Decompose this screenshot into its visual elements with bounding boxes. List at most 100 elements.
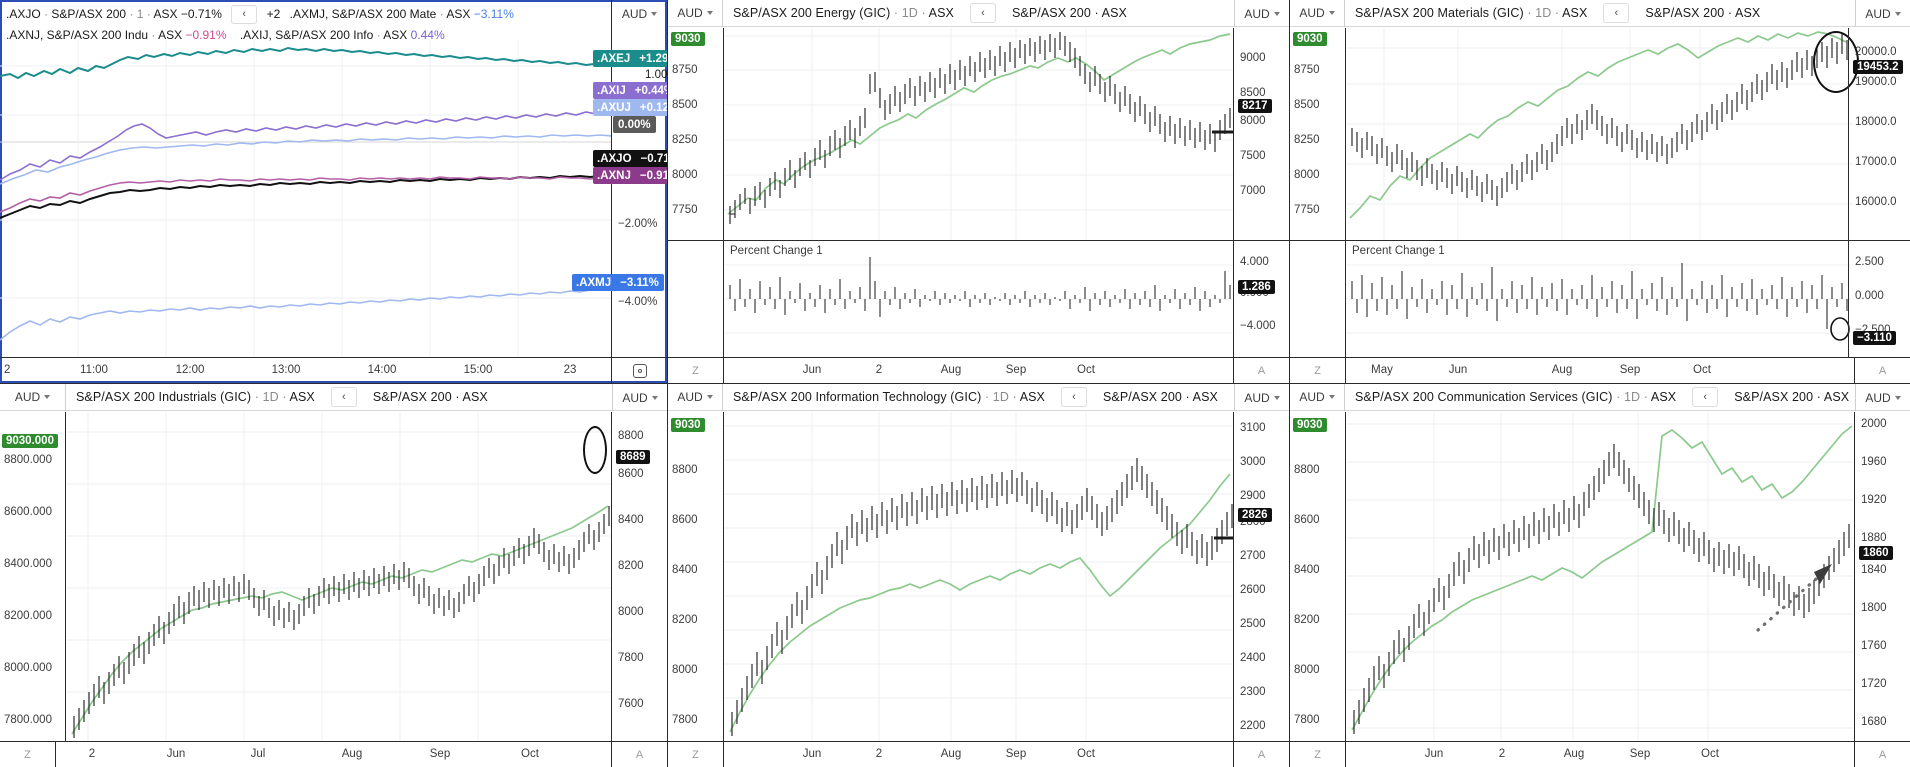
panel-asx200-intraday[interactable]: .AXJO · S&P/ASX 200 · 1 · ASX −0.71% ‹ +… [0, 0, 668, 384]
time-tick: Oct [1693, 364, 1711, 376]
compare-symbol[interactable]: S&P/ASX 200 · ASX [372, 390, 488, 404]
panel-title[interactable]: S&P/ASX 200 Communication Services (GIC)… [1355, 390, 1677, 404]
plot-area-sub[interactable] [724, 241, 1233, 356]
time-scale[interactable]: Z May Jun Aug Sep Oct A [1290, 357, 1910, 383]
price-scale-right[interactable]: 9000 8500 8217 8000 7500 7000 4.000 0.00… [1233, 28, 1289, 357]
interval[interactable]: 1 [136, 7, 144, 21]
symbol-axjo[interactable]: .AXJO [6, 7, 41, 21]
auto-scale-button[interactable]: A [611, 742, 667, 767]
time-scale[interactable]: Z Jun 2 Aug Sep Oct A [1290, 741, 1910, 767]
prev-symbol-button[interactable]: ‹ [330, 387, 357, 407]
panel-materials[interactable]: AUD S&P/ASX 200 Materials (GIC) · 1D · A… [1290, 0, 1910, 384]
currency-selector-right[interactable]: AUD [1855, 384, 1910, 411]
prev-symbol-button[interactable]: ‹ [1692, 387, 1719, 407]
zoom-corner-button[interactable]: Z [1290, 358, 1346, 383]
ellipse-annotation[interactable] [583, 426, 607, 474]
currency-selector-right[interactable]: AUD [1234, 0, 1289, 27]
plot-area-main[interactable] [724, 28, 1233, 240]
currency-selector-right[interactable]: AUD [1234, 384, 1289, 411]
prev-symbol-button[interactable]: ‹ [1603, 3, 1630, 23]
chip-symbol: .AXMJ [576, 276, 612, 289]
legend-chip-baseline-0[interactable]: 0.00% [613, 116, 656, 133]
price-tick: 3000 [1240, 456, 1266, 468]
price-scale-right[interactable]: 20000.0 19453.2 19000.0 18000.0 17000.0 … [1848, 28, 1910, 357]
prev-symbol-button[interactable]: ‹ [231, 5, 258, 25]
price-scale-left[interactable]: 9030 8800 8600 8400 8200 8000 7800 [1290, 412, 1346, 741]
compare-symbol[interactable]: S&P/ASX 200 · ASX [1011, 6, 1127, 20]
interval[interactable]: 1D [992, 390, 1009, 404]
auto-scale-button[interactable]: A [1854, 742, 1910, 767]
exchange: ASX [928, 6, 954, 20]
time-scale[interactable]: Z 2 Jun Jul Aug Sep Oct A [0, 741, 667, 767]
interval[interactable]: 1D [1535, 6, 1552, 20]
panel-title[interactable]: S&P/ASX 200 Energy (GIC) · 1D · ASX [733, 6, 954, 20]
currency-selector-right[interactable]: AUD [612, 0, 667, 27]
plot-area-main[interactable] [66, 412, 611, 741]
currency-selector-left[interactable]: AUD [668, 0, 723, 27]
panel-title[interactable]: S&P/ASX 200 Materials (GIC) · 1D · ASX [1355, 6, 1588, 20]
panel-title[interactable]: S&P/ASX 200 Industrials (GIC) · 1D · ASX [76, 390, 315, 404]
gridlines [66, 412, 611, 741]
price-tick: 20000.0 [1855, 46, 1897, 58]
plot-area[interactable] [0, 40, 611, 357]
time-scale[interactable]: Z Jun 2 Aug Sep Oct A [668, 357, 1289, 383]
plot-area-main[interactable] [1346, 412, 1854, 741]
panel-information-technology[interactable]: AUD S&P/ASX 200 Information Technology (… [668, 384, 1290, 767]
legend-chip-axuj[interactable]: .AXUJ +0.12% [593, 99, 667, 116]
plot-area-main[interactable] [1346, 28, 1854, 240]
auto-scale-button[interactable]: A [1233, 358, 1289, 383]
zoom-corner-button[interactable]: Z [668, 358, 724, 383]
price-scale-left[interactable]: 9030 8750 8500 8250 8000 7750 [668, 28, 724, 357]
panel-energy[interactable]: AUD S&P/ASX 200 Energy (GIC) · 1D · ASX … [668, 0, 1290, 384]
legend-chip-axij[interactable]: .AXIJ +0.44% [593, 82, 667, 99]
currency-selector-right[interactable]: AUD [1855, 0, 1910, 27]
currency-selector-left[interactable]: AUD [0, 384, 66, 411]
price-scale-left[interactable]: 9030 8750 8500 8250 8000 7750 [1290, 28, 1346, 357]
auto-scale-button[interactable]: A [1854, 358, 1910, 383]
symbol-axmj[interactable]: .AXMJ, S&P/ASX 200 Mate [289, 7, 437, 21]
currency-label: AUD [1244, 390, 1270, 405]
zoom-corner-button[interactable]: Z [0, 742, 56, 767]
last-price-badge: 19453.2 [1853, 60, 1903, 74]
currency-selector-left[interactable]: AUD [1290, 384, 1345, 411]
panel-industrials[interactable]: AUD S&P/ASX 200 Industrials (GIC) · 1D ·… [0, 384, 668, 767]
currency-selector-left[interactable]: AUD [668, 384, 723, 411]
series-candles-black [729, 32, 1231, 224]
price-scale-right[interactable]: 2000 1960 1920 1880 1860 1840 1800 1760 … [1854, 412, 1910, 741]
prev-symbol-button[interactable]: ‹ [1061, 387, 1087, 407]
legend-chip-axnj[interactable]: .AXNJ −0.91% [593, 167, 667, 184]
price-scale-left[interactable]: 9030.000 8800.000 8600.000 8400.000 8200… [0, 412, 66, 741]
interval[interactable]: 1D [901, 6, 918, 20]
price-scale-left[interactable]: 9030 8800 8600 8400 8200 8000 7800 [668, 412, 724, 741]
price-scale-right[interactable]: 3100 3000 2900 2800 2826 2700 2600 2500 … [1233, 412, 1289, 741]
more-count[interactable]: +2 [266, 7, 281, 21]
sub-price-tick: 2.500 [1855, 256, 1884, 268]
compare-symbol[interactable]: S&P/ASX 200 · ASX [1645, 6, 1761, 20]
legend-chip-axmj[interactable]: .AXMJ −3.11% [572, 274, 664, 291]
zoom-corner-button[interactable]: Z [1290, 742, 1346, 767]
prev-symbol-button[interactable]: ‹ [969, 3, 996, 23]
legend-chip-axej[interactable]: .AXEJ +1.29% [593, 50, 667, 67]
compare-symbol[interactable]: S&P/ASX 200 · ASX [1103, 390, 1218, 404]
time-scale[interactable]: Z Jun 2 Aug Sep Oct A [668, 741, 1289, 767]
price-scale-right[interactable]: 8800 8689 8600 8400 8200 8000 7800 7600 [611, 412, 667, 741]
auto-scale-button[interactable]: A [1233, 742, 1289, 767]
panel-title[interactable]: S&P/ASX 200 Information Technology (GIC)… [733, 390, 1045, 404]
series-candles-black [731, 458, 1233, 736]
zoom-corner-button[interactable]: Z [668, 742, 724, 767]
currency-selector-left[interactable]: AUD [1290, 0, 1345, 27]
legend-chip-axjo[interactable]: .AXJO −0.71% [593, 150, 667, 167]
pane-divider[interactable] [1290, 240, 1910, 241]
settings-corner-button[interactable] [611, 358, 667, 383]
panel-communication-services[interactable]: AUD S&P/ASX 200 Communication Services (… [1290, 384, 1910, 767]
currency-selector-right[interactable]: AUD [612, 384, 667, 411]
interval[interactable]: 1D [1624, 390, 1641, 404]
pane-divider[interactable] [668, 240, 1289, 241]
plot-area-sub[interactable] [1346, 241, 1854, 356]
plot-area-main[interactable] [724, 412, 1233, 741]
time-scale[interactable]: 2 11:00 12:00 13:00 14:00 15:00 23 [0, 357, 667, 383]
compare-symbol[interactable]: S&P/ASX 200 · ASX [1734, 390, 1850, 404]
symbol-axnj[interactable]: .AXNJ, S&P/ASX 200 Indu [6, 28, 149, 42]
symbol-axij[interactable]: .AXIJ, S&P/ASX 200 Info [239, 28, 374, 42]
interval[interactable]: 1D [262, 390, 279, 404]
